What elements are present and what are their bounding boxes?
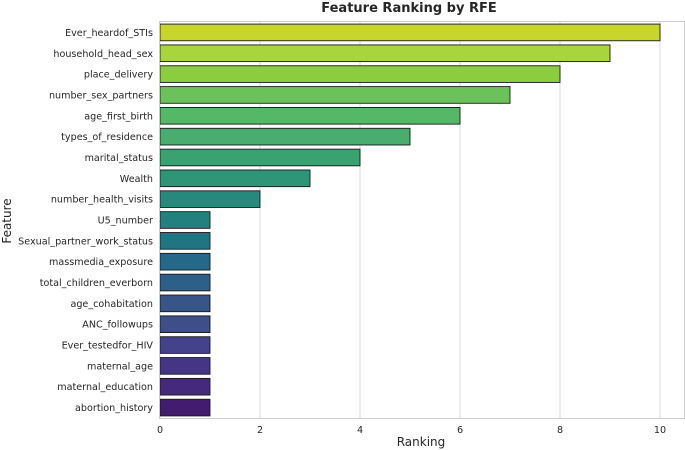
y-tick-label: U5_number: [98, 216, 153, 227]
y-tick-label: ANC_followups: [82, 320, 153, 331]
bar: [159, 127, 411, 146]
bars: [159, 23, 661, 417]
y-tick-label: maternal_age: [87, 361, 153, 372]
x-axis-label: Ranking: [397, 435, 446, 449]
y-tick-label: place_delivery: [84, 70, 153, 81]
bar: [159, 336, 211, 354]
y-tick-label: massmedia_exposure: [49, 257, 153, 268]
y-tick-label: age_first_birth: [84, 111, 153, 122]
bar: [159, 252, 211, 271]
bar: [159, 211, 211, 229]
x-tick-labels: 0 2 4 6 8 10: [157, 425, 666, 436]
bar: [159, 23, 661, 42]
bar: [159, 357, 211, 375]
y-tick-label: number_sex_partners: [49, 90, 153, 101]
y-tick-label: Ever_testedfor_HIV: [62, 341, 154, 352]
bar: [159, 148, 361, 167]
y-tick-label: total_children_everborn: [40, 278, 153, 289]
y-tick-label: age_cohabitation: [70, 299, 153, 310]
bar: [159, 315, 211, 333]
chart-title: Feature Ranking by RFE: [321, 1, 496, 16]
y-tick-label: abortion_history: [75, 403, 153, 414]
y-tick-label: Wealth: [120, 174, 153, 185]
y-tick-label: marital_status: [85, 153, 153, 164]
x-tick-label: 8: [557, 425, 563, 436]
y-tick-label: maternal_education: [57, 382, 153, 393]
y-tick-label: number_health_visits: [51, 195, 153, 206]
x-tick-label: 2: [257, 425, 263, 436]
bar: [159, 107, 461, 125]
x-tick-label: 6: [457, 425, 463, 436]
y-tick-label: household_head_sex: [53, 49, 153, 60]
y-tick-label: Sexual_partner_work_status: [18, 236, 153, 247]
x-tick-label: 0: [157, 425, 163, 436]
bar: [159, 377, 211, 396]
y-tick-label: Ever_heardof_STIs: [65, 28, 153, 39]
bar: [159, 294, 211, 313]
y-tick-label: types_of_residence: [61, 132, 153, 143]
bar: [159, 398, 211, 417]
bar: [159, 273, 211, 292]
bar: [159, 232, 211, 250]
y-tick-labels: Ever_heardof_STIs household_head_sexplace…: [18, 28, 153, 414]
bar: [159, 169, 311, 188]
x-tick-label: 10: [654, 425, 666, 436]
bar: [159, 190, 261, 208]
y-axis-label: Feature: [0, 198, 14, 243]
bar: [159, 65, 561, 83]
x-tick-label: 4: [357, 425, 363, 436]
bar: [159, 86, 511, 104]
bar: [159, 44, 611, 63]
